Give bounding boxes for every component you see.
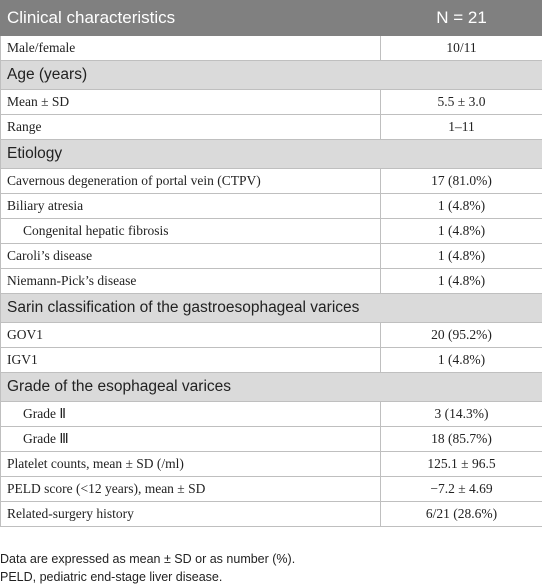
data-row: Related-surgery history 6/21 (28.6%) <box>0 501 542 527</box>
row-label: IGV1 <box>0 347 381 373</box>
row-value: 20 (95.2%) <box>380 322 542 348</box>
row-value: 1 (4.8%) <box>380 347 542 373</box>
row-value: 18 (85.7%) <box>380 426 542 452</box>
row-label: Biliary atresia <box>0 193 381 219</box>
section-row: Age (years) <box>0 60 542 90</box>
row-label: Range <box>0 114 381 140</box>
footnote: Data are expressed as mean ± SD or as nu… <box>0 552 296 566</box>
row-value: 17 (81.0%) <box>380 168 542 194</box>
data-row: PELD score (<12 years), mean ± SD −7.2 ± … <box>0 476 542 502</box>
data-row: Mean ± SD 5.5 ± 3.0 <box>0 89 542 115</box>
header-cell: Clinical characteristics <box>0 0 381 36</box>
section-row: Etiology <box>0 139 542 169</box>
row-value: 10/11 <box>380 35 542 61</box>
section-label: Etiology <box>0 139 542 169</box>
data-row: Niemann-Pick’s disease 1 (4.8%) <box>0 268 542 294</box>
data-row: Grade Ⅲ 18 (85.7%) <box>0 426 542 452</box>
row-value: 3 (14.3%) <box>380 401 542 427</box>
section-row: Sarin classification of the gastroesopha… <box>0 293 542 323</box>
row-value: 1–11 <box>380 114 542 140</box>
section-label: Age (years) <box>0 60 542 90</box>
data-row: Caroli’s disease 1 (4.8%) <box>0 243 542 269</box>
footnote: PELD, pediatric end-stage liver disease. <box>0 570 223 584</box>
row-value: −7.2 ± 4.69 <box>380 476 542 502</box>
table-body: Clinical characteristics N = 21 Male/fem… <box>0 0 542 527</box>
row-label: Grade Ⅲ <box>0 426 381 452</box>
header-row: Clinical characteristics N = 21 <box>0 0 542 36</box>
row-value: 125.1 ± 96.5 <box>380 451 542 477</box>
row-label: GOV1 <box>0 322 381 348</box>
row-value: 6/21 (28.6%) <box>380 501 542 527</box>
row-value: 1 (4.8%) <box>380 193 542 219</box>
row-label: Mean ± SD <box>0 89 381 115</box>
header-cell: N = 21 <box>380 0 542 36</box>
row-label: Male/female <box>0 35 381 61</box>
row-value: 1 (4.8%) <box>380 218 542 244</box>
row-value: 5.5 ± 3.0 <box>380 89 542 115</box>
data-row: Platelet counts, mean ± SD (/ml) 125.1 ± … <box>0 451 542 477</box>
row-label: Cavernous degeneration of portal vein (C… <box>0 168 381 194</box>
data-row: Male/female 10/11 <box>0 35 542 61</box>
row-label: Congenital hepatic fibrosis <box>0 218 381 244</box>
data-row: Biliary atresia 1 (4.8%) <box>0 193 542 219</box>
row-label: PELD score (<12 years), mean ± SD <box>0 476 381 502</box>
row-value: 1 (4.8%) <box>380 243 542 269</box>
characteristics-table: Clinical characteristics N = 21 Male/fem… <box>0 0 542 527</box>
row-label: Niemann-Pick’s disease <box>0 268 381 294</box>
row-label: Caroli’s disease <box>0 243 381 269</box>
section-label: Sarin classification of the gastroesopha… <box>0 293 542 323</box>
data-row: Range 1–11 <box>0 114 542 140</box>
data-row: Congenital hepatic fibrosis 1 (4.8%) <box>0 218 542 244</box>
row-label: Platelet counts, mean ± SD (/ml) <box>0 451 381 477</box>
section-row: Grade of the esophageal varices <box>0 372 542 402</box>
section-label: Grade of the esophageal varices <box>0 372 542 402</box>
row-value: 1 (4.8%) <box>380 268 542 294</box>
data-row: Cavernous degeneration of portal vein (C… <box>0 168 542 194</box>
data-row: IGV1 1 (4.8%) <box>0 347 542 373</box>
row-label: Related-surgery history <box>0 501 381 527</box>
row-label: Grade Ⅱ <box>0 401 381 427</box>
data-row: GOV1 20 (95.2%) <box>0 322 542 348</box>
